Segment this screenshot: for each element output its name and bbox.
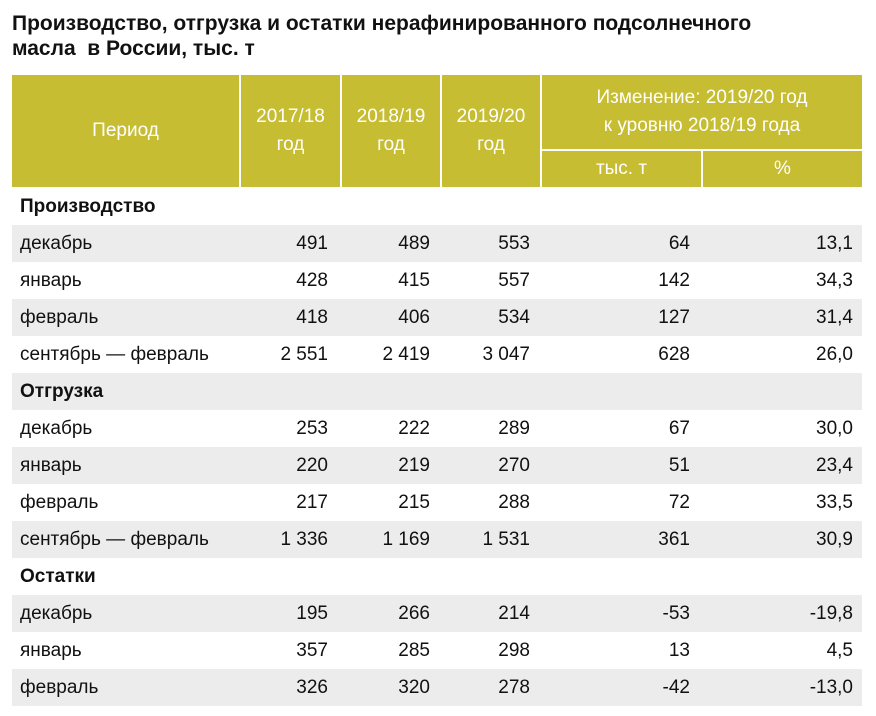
- table-row: февраль 326 320 278 -42 -13,0: [12, 669, 862, 706]
- cell-2017-18: 253: [296, 418, 328, 439]
- cell-2019-20: 1 531: [482, 529, 530, 550]
- table-row: декабрь 491 489 553 64 13,1: [12, 225, 862, 262]
- cell-2017-18: 326: [296, 677, 328, 698]
- cell-2019-20: 3 047: [482, 344, 530, 365]
- cell-change-pct: 30,0: [816, 418, 853, 439]
- cell-period: январь: [20, 270, 82, 291]
- cell-change-abs: 64: [668, 233, 690, 254]
- cell-period: декабрь: [20, 603, 93, 624]
- cell-change-pct: 31,4: [816, 307, 853, 328]
- cell-change-abs: 361: [658, 529, 690, 550]
- table-row: сентябрь — февраль 1 336 1 169 1 531 361…: [12, 521, 862, 558]
- cell-2017-18: 2 551: [280, 344, 328, 365]
- cell-change-pct: 23,4: [816, 455, 853, 476]
- cell-2018-19: 219: [398, 455, 430, 476]
- cell-change-pct: 4,5: [826, 640, 853, 661]
- page-title: Производство, отгрузка и остатки нерафин…: [12, 11, 751, 61]
- header-change-pct: %: [703, 151, 862, 187]
- cell-2018-19: 266: [398, 603, 430, 624]
- header-change-abs: тыс. т: [542, 151, 701, 187]
- cell-2018-19: 1 169: [382, 529, 430, 550]
- cell-2018-19: 2 419: [382, 344, 430, 365]
- cell-2017-18: 1 336: [280, 529, 328, 550]
- cell-change-abs: 13: [668, 640, 690, 661]
- cell-2019-20: 270: [498, 455, 530, 476]
- cell-change-abs: 628: [658, 344, 690, 365]
- cell-period: февраль: [20, 677, 99, 698]
- table-row: февраль 418 406 534 127 31,4: [12, 299, 862, 336]
- header-2019-20: 2019/20 год: [442, 75, 540, 187]
- cell-2019-20: 214: [498, 603, 530, 624]
- cell-2018-19: 406: [398, 307, 430, 328]
- section-title: Отгрузка: [20, 381, 104, 402]
- header-2018-19: 2018/19 год: [342, 75, 440, 187]
- cell-change-abs: -53: [662, 603, 690, 624]
- cell-period: февраль: [20, 307, 99, 328]
- cell-change-abs: 67: [668, 418, 690, 439]
- section-title: Производство: [20, 196, 156, 217]
- cell-2019-20: 298: [498, 640, 530, 661]
- cell-2019-20: 534: [498, 307, 530, 328]
- cell-period: декабрь: [20, 418, 93, 439]
- table-row: декабрь 195 266 214 -53 -19,8: [12, 595, 862, 632]
- header-2017-18: 2017/18 год: [241, 75, 340, 187]
- cell-change-abs: 51: [668, 455, 690, 476]
- cell-change-pct: 30,9: [816, 529, 853, 550]
- section-row: Остатки: [12, 558, 862, 595]
- section-title: Остатки: [20, 566, 96, 587]
- cell-period: сентябрь — февраль: [20, 529, 209, 550]
- header-change: Изменение: 2019/20 год к уровню 2018/19 …: [542, 75, 862, 149]
- cell-2017-18: 357: [296, 640, 328, 661]
- cell-change-pct: -13,0: [809, 677, 853, 698]
- cell-2018-19: 415: [398, 270, 430, 291]
- cell-change-pct: 26,0: [816, 344, 853, 365]
- cell-2018-19: 215: [398, 492, 430, 513]
- cell-change-abs: 72: [668, 492, 690, 513]
- cell-2017-18: 220: [296, 455, 328, 476]
- cell-2018-19: 285: [398, 640, 430, 661]
- cell-change-pct: 34,3: [816, 270, 853, 291]
- cell-2017-18: 217: [296, 492, 328, 513]
- cell-2017-18: 491: [296, 233, 328, 254]
- header-period: Период: [12, 75, 239, 187]
- cell-period: февраль: [20, 492, 99, 513]
- cell-change-pct: 33,5: [816, 492, 853, 513]
- cell-change-abs: -42: [662, 677, 690, 698]
- cell-period: январь: [20, 640, 82, 661]
- section-row: Отгрузка: [12, 373, 862, 410]
- table-row: январь 428 415 557 142 34,3: [12, 262, 862, 299]
- table-row: сентябрь — февраль 2 551 2 419 3 047 628…: [12, 336, 862, 373]
- cell-2018-19: 320: [398, 677, 430, 698]
- cell-2018-19: 489: [398, 233, 430, 254]
- cell-period: январь: [20, 455, 82, 476]
- table-row: январь 220 219 270 51 23,4: [12, 447, 862, 484]
- cell-2019-20: 553: [498, 233, 530, 254]
- cell-change-abs: 127: [658, 307, 690, 328]
- cell-2019-20: 278: [498, 677, 530, 698]
- table-row: декабрь 253 222 289 67 30,0: [12, 410, 862, 447]
- cell-change-pct: 13,1: [816, 233, 853, 254]
- page-title-line-1: Производство, отгрузка и остатки нерафин…: [12, 12, 752, 35]
- cell-2017-18: 418: [296, 307, 328, 328]
- cell-2017-18: 195: [296, 603, 328, 624]
- cell-2019-20: 288: [498, 492, 530, 513]
- section-row: Производство: [12, 188, 862, 225]
- cell-2017-18: 428: [296, 270, 328, 291]
- cell-period: сентябрь — февраль: [20, 344, 209, 365]
- cell-2018-19: 222: [398, 418, 430, 439]
- table-row: январь 357 285 298 13 4,5: [12, 632, 862, 669]
- cell-period: декабрь: [20, 233, 93, 254]
- cell-change-abs: 142: [658, 270, 690, 291]
- cell-change-pct: -19,8: [809, 603, 853, 624]
- cell-2019-20: 557: [498, 270, 530, 291]
- page-title-line-2: масла в России, тыс. т: [12, 37, 255, 60]
- table-row: февраль 217 215 288 72 33,5: [12, 484, 862, 521]
- cell-2019-20: 289: [498, 418, 530, 439]
